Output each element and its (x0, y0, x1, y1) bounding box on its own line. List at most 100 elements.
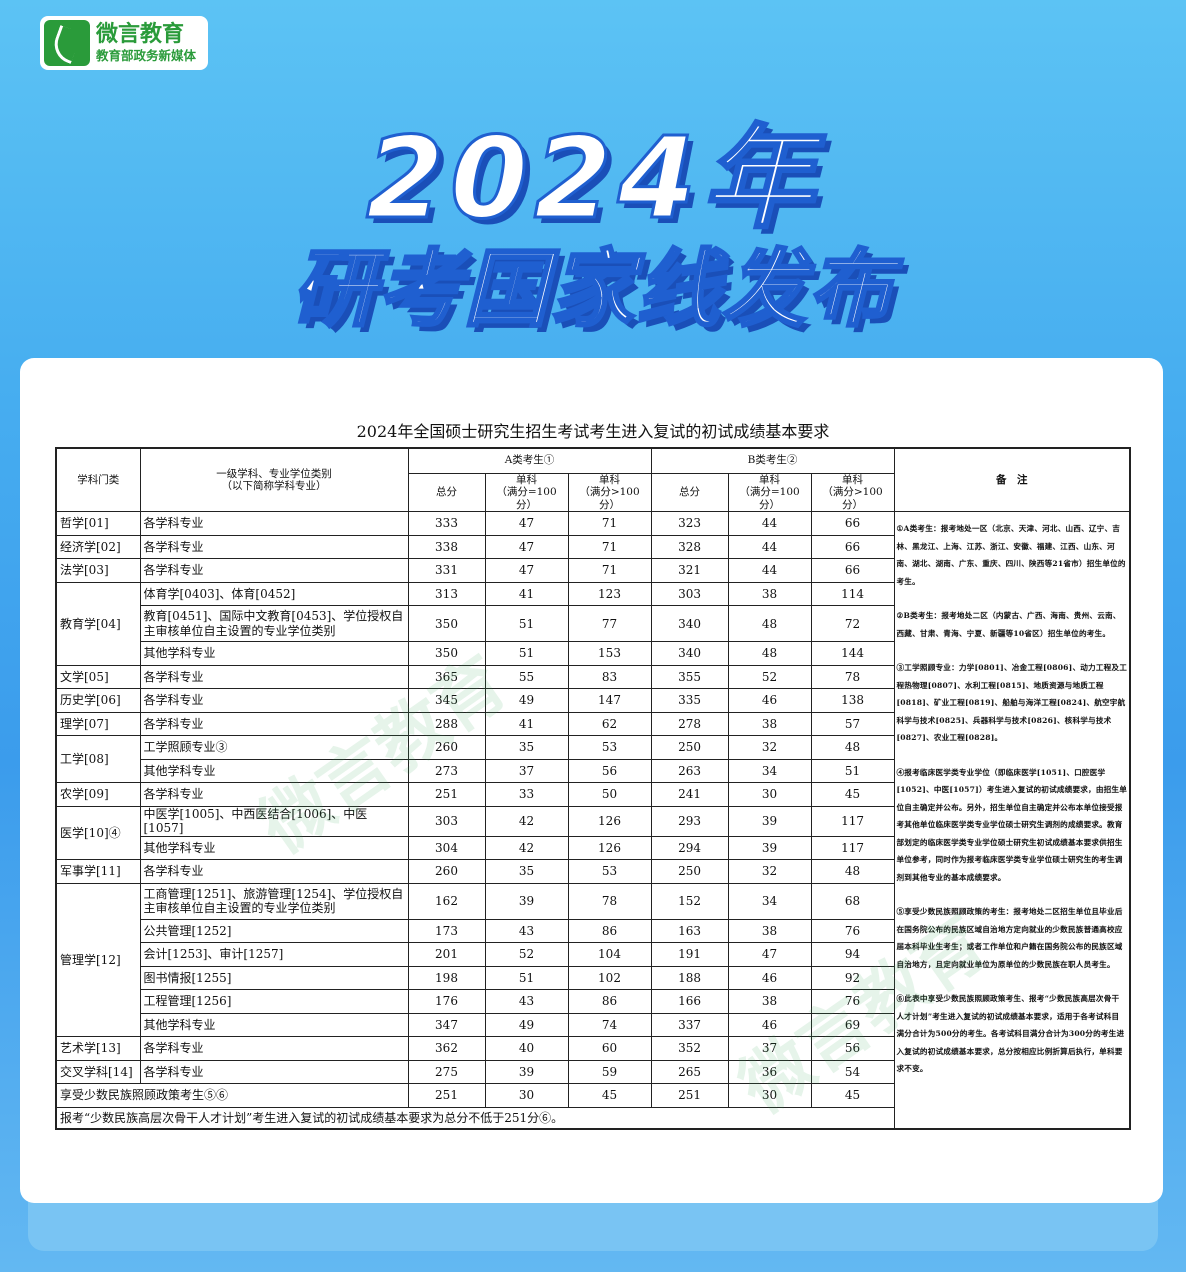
note-item: ③工学照顾专业：力学[0801]、冶金工程[0806]、动力工程及工程热物理[0… (896, 663, 1128, 743)
b-total-cell: 335 (650, 688, 729, 713)
a-total-cell: 347 (407, 1012, 486, 1038)
b-total-cell: 250 (650, 859, 729, 884)
footer-row: 报考“少数民族高层次骨干人才计划”考生进入复试的初试成绩基本要求为总分不低于25… (55, 1106, 1130, 1130)
a-single-gt100-cell: 86 (567, 989, 652, 1014)
note-item: ②B类考生：报考地处二区（内蒙古、广西、海南、贵州、云南、西藏、甘肃、青海、宁夏… (896, 611, 1121, 638)
subject-cell: 各学科专业 (139, 664, 409, 690)
a-total-cell: 176 (407, 989, 486, 1014)
b-single-100-cell: 32 (727, 735, 812, 760)
b-single-100-cell: 47 (727, 942, 812, 967)
a-single-100-cell: 42 (484, 835, 569, 861)
b-total-cell: 352 (650, 1036, 729, 1061)
b-single-gt100-cell: 56 (810, 1036, 895, 1061)
a-total-cell: 303 (407, 805, 486, 837)
a-single-gt100-cell: 123 (567, 581, 652, 607)
b-total-cell: 163 (650, 918, 729, 944)
table-row: 历史学[06] 各学科专业 345 49 147 335 46 138 (55, 688, 1130, 713)
b-total-cell: 303 (650, 581, 729, 607)
table-row: 管理学[12] 工商管理[1251]、旅游管理[1254]、学位授权自主审核单位自… (55, 882, 1130, 1038)
b-total-cell: 166 (650, 989, 729, 1014)
a-total-cell: 260 (407, 859, 486, 884)
subject-cell: 其他学科专业 (139, 835, 409, 861)
a-single-100-cell: 51 (484, 641, 569, 666)
b-single-100-cell: 46 (727, 688, 812, 713)
a-total-cell: 275 (407, 1059, 486, 1085)
table-row: 农学[09] 各学科专业 251 33 50 241 30 45 (55, 782, 1130, 807)
a-total-cell: 173 (407, 918, 486, 944)
b-total-cell: 278 (650, 711, 729, 737)
a-total-cell: 288 (407, 711, 486, 737)
b-total-cell: 340 (650, 641, 729, 666)
table-row: 经济学[02] 各学科专业 338 47 71 328 44 66 (55, 534, 1130, 560)
subject-cell: 图书情报[1255] (139, 965, 409, 991)
b-single-gt100-cell: 54 (810, 1059, 895, 1085)
header-a-single-gt100: 单科 （满分>100分） (567, 472, 652, 513)
note-item: ①A类考生：报考地处一区（北京、天津、河北、山西、辽宁、吉林、黑龙江、上海、江苏… (896, 524, 1126, 586)
b-single-100-cell: 44 (727, 534, 812, 560)
subject-cell: 各学科专业 (139, 859, 409, 884)
header-b-total: 总分 (650, 472, 729, 513)
score-cell: 45 (567, 1083, 652, 1108)
b-total-cell: 328 (650, 534, 729, 560)
a-single-gt100-cell: 83 (567, 664, 652, 690)
b-single-gt100-cell: 48 (810, 859, 895, 884)
logo-tagline: 教育部政务新媒体 (96, 47, 197, 63)
table-row: 其他学科专业 273 37 56 263 34 51 (56, 758, 1130, 784)
b-single-100-cell: 36 (727, 1059, 812, 1085)
b-single-100-cell: 38 (727, 989, 812, 1014)
table-row: 哲学[01] 各学科专业 333 47 71 323 44 66 ①A类考生：报考地处一区（北京… (55, 511, 1131, 1130)
a-single-gt100-cell: 71 (567, 558, 652, 583)
subject-cell: 各学科专业 (139, 711, 409, 737)
a-single-gt100-cell: 74 (567, 1012, 652, 1038)
a-single-gt100-cell: 62 (567, 711, 652, 737)
logo-name: 微言教育 (96, 21, 185, 47)
a-single-100-cell: 47 (484, 511, 569, 536)
b-single-gt100-cell: 68 (810, 882, 895, 920)
a-single-gt100-cell: 126 (567, 805, 652, 837)
category-cell: 文学[05] (55, 664, 141, 690)
category-cell: 艺术学[13] (55, 1036, 141, 1061)
banner-year-title: 2024年 (365, 113, 820, 246)
a-single-gt100-cell: 153 (567, 641, 652, 666)
b-single-gt100-cell: 117 (810, 805, 895, 837)
subject-cell: 其他学科专业 (139, 1012, 409, 1038)
subject-cell: 会计[1253]、审计[1257] (139, 942, 409, 967)
table-row: 工学[08] 工学照顾专业③ 260 35 53 250 32 48 (55, 735, 1130, 784)
a-single-100-cell: 40 (484, 1036, 569, 1061)
table-row: 艺术学[13] 各学科专业 362 40 60 352 37 56 (55, 1036, 1130, 1061)
b-single-gt100-cell: 78 (810, 664, 895, 690)
b-single-100-cell: 52 (727, 664, 812, 690)
b-single-gt100-cell: 76 (810, 918, 895, 944)
b-total-cell: 355 (650, 664, 729, 690)
a-total-cell: 162 (407, 882, 486, 920)
header-b-single-100: 单科 （满分=100分） (727, 472, 812, 513)
category-cell: 工学[08] (55, 735, 141, 784)
a-single-100-cell: 39 (484, 882, 569, 920)
subject-cell: 中医学[1005]、中西医结合[1006]、中医[1057] (139, 805, 409, 837)
category-cell: 法学[03] (55, 558, 141, 583)
b-single-100-cell: 39 (727, 805, 812, 837)
category-cell: 理学[07] (55, 711, 141, 737)
category-cell: 医学[10]④ (55, 805, 141, 861)
b-single-gt100-cell: 66 (810, 558, 895, 583)
subject-cell: 各学科专业 (139, 1059, 409, 1085)
table-row: 交叉学科[14] 各学科专业 275 39 59 265 36 54 (55, 1059, 1130, 1085)
subject-cell: 工学照顾专业③ (139, 735, 409, 760)
score-cell: 45 (810, 1083, 895, 1108)
b-single-100-cell: 30 (727, 782, 812, 807)
a-total-cell: 331 (407, 558, 486, 583)
b-single-gt100-cell: 144 (810, 641, 895, 666)
b-single-100-cell: 34 (727, 758, 812, 784)
header-subject: 一级学科、专业学位类别 （以下简称学科专业） (139, 447, 409, 513)
note-item: ⑤享受少数民族照顾政策的考生：报考地处二区招生单位且毕业后在国务院公布的民族区域… (896, 907, 1123, 969)
header-a-single-100: 单科 （满分=100分） (484, 472, 569, 513)
b-single-gt100-cell: 76 (810, 989, 895, 1014)
b-single-gt100-cell: 66 (810, 511, 895, 536)
a-single-100-cell: 41 (484, 581, 569, 607)
a-total-cell: 365 (407, 664, 486, 690)
a-single-100-cell: 39 (484, 1059, 569, 1085)
a-single-100-cell: 42 (484, 805, 569, 837)
a-single-gt100-cell: 77 (567, 605, 652, 643)
a-total-cell: 350 (407, 641, 486, 666)
a-total-cell: 350 (407, 605, 486, 643)
